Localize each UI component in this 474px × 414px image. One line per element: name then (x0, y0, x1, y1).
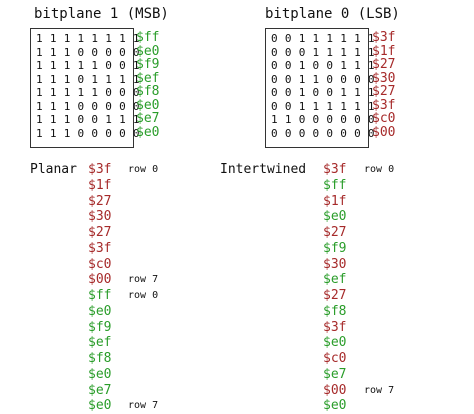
intertwined-byte: $27 (323, 288, 347, 303)
planar-byte: $3f (88, 162, 112, 177)
msb-bit-row: 1 1 1 1 1 1 1 1 (36, 32, 140, 45)
intertwined-byte: $f8 (323, 303, 347, 319)
intertwined-byte: $00 (323, 382, 347, 398)
intertwined-byte: $27 (323, 225, 347, 240)
msb-bit-row: 1 1 1 1 1 0 0 0 (36, 86, 140, 99)
msb-bit-row: 1 1 1 0 0 0 0 0 (36, 45, 140, 59)
msb-hex-value: $e0 (136, 97, 160, 113)
lsb-bit-row: 0 0 0 0 0 0 0 0 (271, 126, 375, 140)
intertwined-byte: $ff (323, 177, 347, 193)
msb-hex-value: $e0 (136, 43, 160, 59)
lsb-bit-row: 1 1 0 0 0 0 0 0 (271, 113, 375, 126)
msb-bit-row: 1 1 1 0 1 1 1 1 (36, 72, 140, 86)
msb-bit-row: 1 1 1 0 0 0 0 0 (36, 126, 140, 140)
planar-byte: $c0 (88, 256, 112, 272)
intertwined-byte: $f9 (323, 240, 347, 256)
lsb-bit-row: 0 0 0 1 1 1 1 1 (271, 45, 375, 59)
lsb-hex-value: $c0 (372, 111, 396, 126)
planar-byte: $27 (88, 193, 112, 209)
msb-hex-value: $f8 (136, 84, 160, 99)
planar-row-label: row 7 (128, 400, 159, 412)
intertwined-byte-list: $3f $ff $1f $e0 $27 $f9 $30 $ef $27 $f8 $3f $e0 $c0 $… (323, 162, 346, 414)
lsb-bit-row: 0 0 1 1 0 0 0 0 (271, 72, 375, 86)
intertwined-row-label: row 7 (364, 384, 395, 396)
lsb-bit-row: 0 0 1 1 1 1 1 1 (271, 32, 375, 45)
lsb-bit-row: 0 0 1 1 1 1 1 1 (271, 99, 375, 113)
msb-hex-value: $e7 (136, 111, 160, 126)
lsb-hex-column: $3f $1f $27 $30 $27 $3f $c0 $00 (372, 31, 395, 139)
msb-hex-value: $ef (136, 70, 160, 86)
intertwined-byte: $3f (323, 162, 347, 177)
msb-bit-row: 1 1 1 0 0 0 0 0 (36, 99, 140, 113)
planar-byte: $f8 (88, 351, 112, 366)
lsb-hex-value: $30 (372, 70, 396, 86)
planar-byte: $e0 (88, 366, 112, 382)
planar-byte: $ff (88, 288, 112, 303)
planar-byte: $ef (88, 335, 112, 351)
intertwined-label: Intertwined (220, 162, 307, 177)
lsb-title: bitplane 0 (LSB) (265, 6, 400, 22)
intertwined-byte: $1f (323, 193, 347, 209)
planar-byte: $27 (88, 225, 112, 240)
planar-byte: $f9 (88, 319, 112, 335)
intertwined-row-label: row 0 (364, 164, 395, 175)
msb-hex-value: $e0 (136, 124, 160, 140)
planar-row-label: row 0 (128, 290, 159, 301)
planar-byte: $30 (88, 209, 112, 225)
lsb-hex-value: $3f (372, 30, 396, 45)
msb-bit-row: 1 1 1 0 0 1 1 1 (36, 113, 140, 126)
planar-byte: $e7 (88, 382, 112, 398)
lsb-hex-value: $3f (372, 97, 396, 113)
planar-byte: $1f (88, 177, 112, 193)
lsb-hex-value: $00 (372, 124, 396, 140)
planar-byte: $e0 (88, 398, 112, 414)
planar-label: Planar (30, 162, 77, 177)
lsb-hex-value: $27 (372, 84, 396, 99)
msb-title: bitplane 1 (MSB) (34, 6, 169, 22)
msb-hex-value: $f9 (136, 57, 160, 72)
intertwined-byte: $30 (323, 256, 347, 272)
intertwined-byte: $e0 (323, 335, 347, 351)
intertwined-byte: $e0 (323, 209, 347, 225)
planar-row-label: row 0 (128, 164, 159, 175)
intertwined-byte: $e0 (323, 398, 347, 414)
planar-byte-list: $3f $1f $27 $30 $27 $3f $c0 $00 $ff $e0 $f9 $ef $f8 $… (88, 162, 111, 414)
planar-byte: $e0 (88, 303, 112, 319)
intertwined-byte: $ef (323, 272, 347, 288)
lsb-bit-row: 0 0 1 0 0 1 1 1 (271, 59, 375, 72)
planar-row-label: row 7 (128, 274, 159, 286)
planar-byte: $00 (88, 272, 112, 288)
msb-bit-row: 1 1 1 1 1 0 0 1 (36, 59, 140, 72)
msb-hex-value: $ff (136, 30, 160, 45)
lsb-hex-value: $27 (372, 57, 396, 72)
intertwined-byte: $3f (323, 319, 347, 335)
planar-byte: $3f (88, 240, 112, 256)
intertwined-byte: $c0 (323, 351, 347, 366)
lsb-hex-value: $1f (372, 43, 396, 59)
intertwined-byte: $e7 (323, 366, 347, 382)
msb-hex-column: $ff $e0 $f9 $ef $f8 $e0 $e7 $e0 (136, 31, 159, 139)
lsb-bit-row: 0 0 1 0 0 1 1 1 (271, 86, 375, 99)
